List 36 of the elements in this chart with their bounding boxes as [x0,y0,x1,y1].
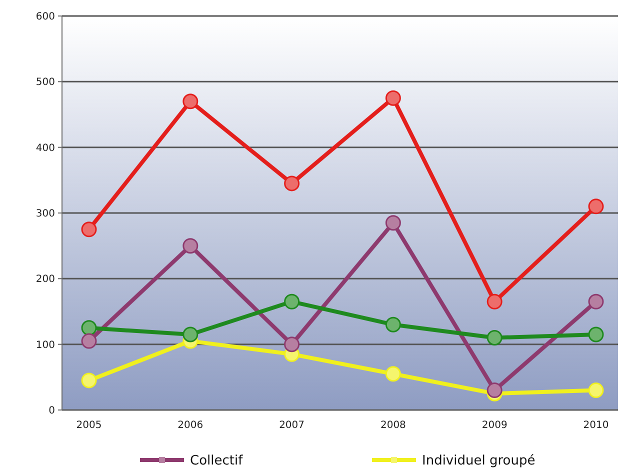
point [486,382,502,398]
legend-label: Collectif [190,454,244,469]
point [486,330,502,346]
point [284,336,300,352]
point [588,382,604,398]
point [81,222,97,238]
point [385,366,401,382]
x-tick-label: 2010 [583,420,609,431]
point [385,316,401,332]
point [385,90,401,106]
y-tick-label: 100 [36,340,55,351]
x-tick-label: 2009 [482,420,508,431]
point [486,294,502,310]
point [588,326,604,342]
point [81,372,97,388]
y-tick-label: 600 [36,12,55,22]
point [81,320,97,336]
x-tick-label: 2007 [279,420,305,431]
point [81,333,97,349]
point [385,215,401,231]
point [284,294,300,310]
point [182,238,198,254]
y-tick-label: 500 [36,77,55,88]
legend-label: Individuel groupé [422,454,536,469]
point [588,198,604,214]
point [182,326,198,342]
y-tick-label: 400 [36,142,55,154]
point [284,176,300,192]
x-tick-label: 2008 [380,420,406,431]
point [588,294,604,310]
y-tick-label: 300 [36,208,55,220]
point [182,94,198,110]
y-tick-label: 0 [48,406,55,416]
x-tick-label: 2006 [178,420,204,431]
x-tick-label: 2005 [76,420,102,431]
y-tick-label: 200 [36,274,55,286]
